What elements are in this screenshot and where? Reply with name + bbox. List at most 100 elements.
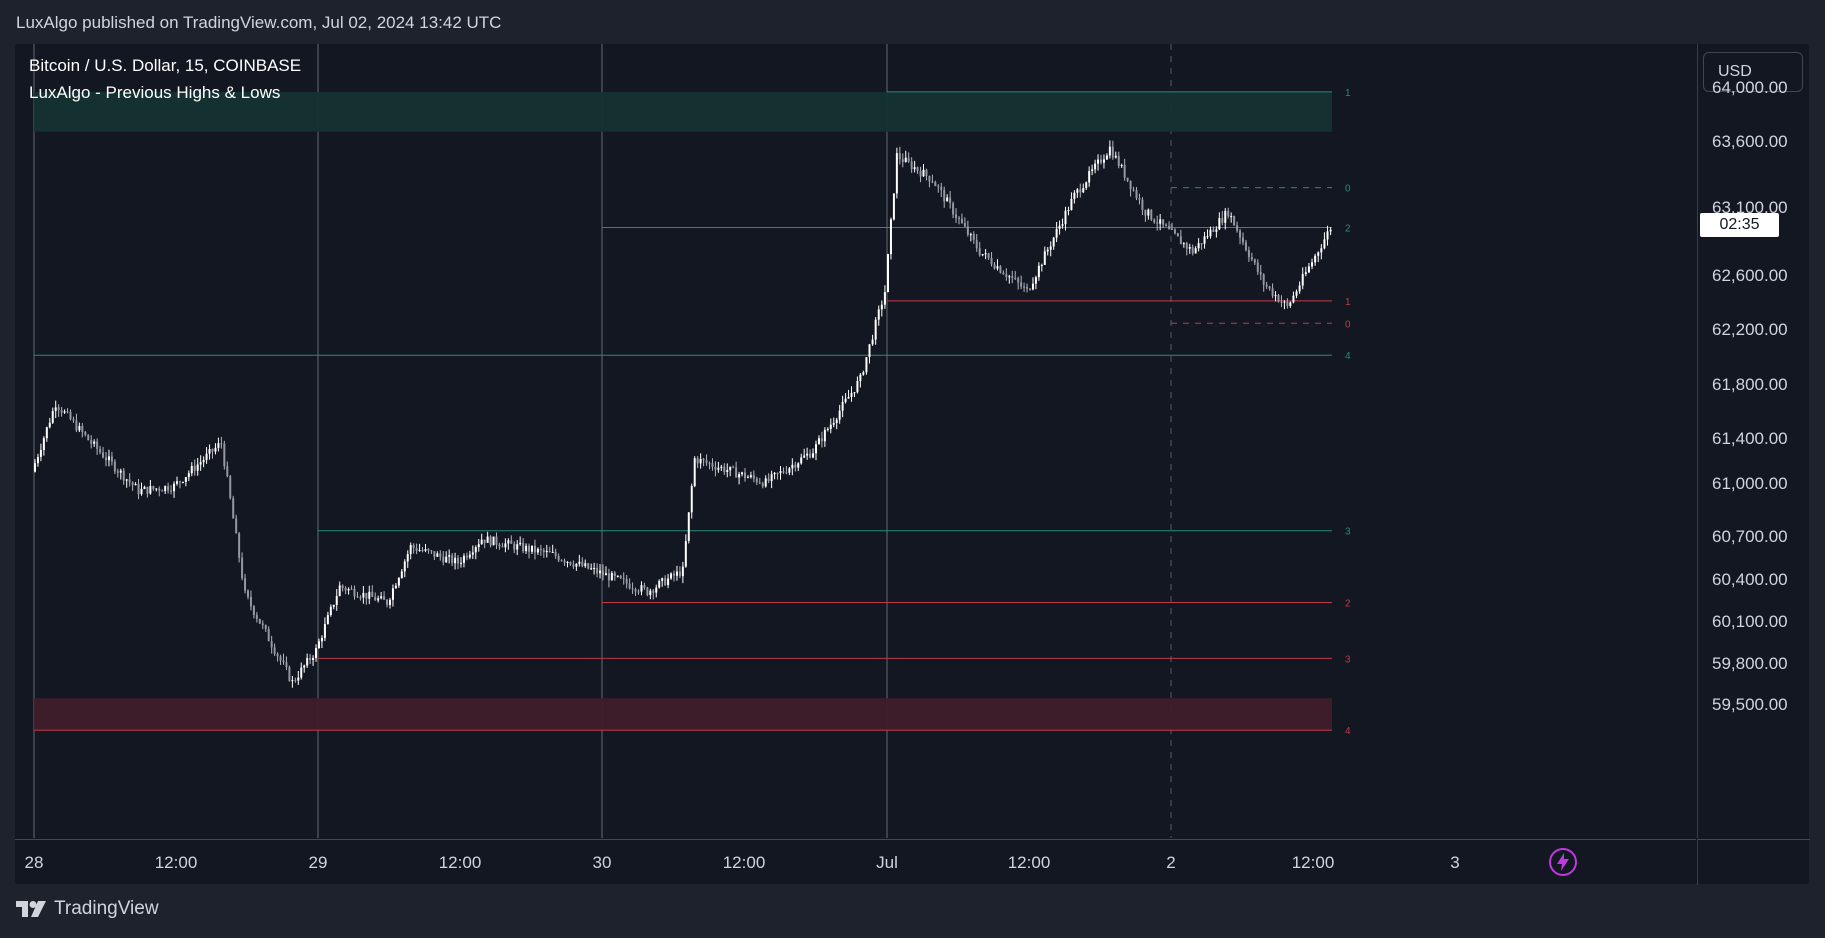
candle-body [738,474,741,478]
candle-body [1298,285,1301,292]
candle-body [229,476,232,499]
candle-body [1082,188,1085,193]
legend-indicator[interactable]: LuxAlgo - Previous Highs & Lows [29,83,281,102]
candle-body [649,590,652,595]
candle-body [39,449,42,457]
candle-body [817,438,820,445]
time-axis-label: 30 [592,853,612,872]
price-axis-label: 61,800.00 [1712,375,1788,394]
candle-body [300,667,303,678]
candle-body [1233,216,1236,226]
candle-body [315,648,318,658]
legend-symbol[interactable]: Bitcoin / U.S. Dollar, 15, COINBASE [29,56,302,75]
candle-body [279,656,282,661]
candle-body [1317,252,1320,256]
candle-body [105,457,107,461]
candle-body [560,560,563,562]
candle-body [489,536,492,546]
candle-body [51,411,54,423]
candle-body [1091,169,1094,172]
price-axis-label: 60,400.00 [1712,570,1788,589]
candle-body [238,533,241,558]
candle-body [480,539,483,545]
candle-body [883,292,886,305]
candle-body [421,550,424,552]
price-chart-svg[interactable]: 1 0 2 4 3 1 0 2 3 4 [15,44,1696,838]
candle-body [640,585,643,592]
candle-body [75,420,78,431]
candle-body [1326,231,1329,240]
candle-body [350,588,353,590]
candle-body [394,585,397,589]
candle-body [865,357,868,373]
lightning-icon[interactable] [1547,846,1579,878]
candle-body [797,463,800,468]
candle-body [60,410,63,413]
tradingview-logo[interactable]: TradingView [16,898,159,920]
candle-body [161,490,164,492]
candle-body [625,578,628,584]
candle-body [368,591,371,599]
candle-body [901,159,904,163]
candle-body [1224,210,1227,223]
candle-body [937,186,940,188]
candle-body [247,590,249,597]
candle-body [525,545,528,552]
candle-body [969,234,972,236]
candle-body [173,483,176,492]
candle-body [107,456,110,461]
candle-body [898,153,901,160]
price-axis[interactable] [1697,44,1810,838]
time-axis-label: 29 [308,853,328,872]
candle-body [655,587,658,593]
candle-body [916,167,919,171]
candle-body [975,239,978,249]
candle-body [1049,246,1052,250]
candle-body [690,486,693,513]
candle-body [767,478,770,482]
candle-body [273,647,276,654]
candle-body [1108,146,1111,156]
candle-body [1176,233,1179,237]
candle-body [1058,225,1061,229]
candle-body [519,542,522,545]
candle-body [922,169,925,177]
chart-container[interactable]: 1 0 2 4 3 1 0 2 3 4 Bitcoin / U.S. Dollar, 15, CO… [15,44,1810,885]
candle-body [406,554,409,562]
candle-body [782,471,785,473]
candle-body [347,588,350,591]
candle-body [755,478,758,483]
candle-body [90,440,93,444]
time-axis[interactable]: 28 12:00 29 12:00 30 12:00 Jul 12:00 2 12:00 3 [15,839,1696,885]
price-axis-label: 59,500.00 [1712,695,1788,714]
candle-body [294,680,297,682]
time-axis-label: 28 [24,853,44,872]
candle-body [1117,155,1120,167]
candle-body [391,588,394,600]
candle-body [462,555,465,563]
candle-body [684,540,687,567]
candle-body [1150,209,1153,220]
bar-countdown-badge: 02:35 [1700,213,1779,237]
chart-plot-area[interactable]: 1 0 2 4 3 1 0 2 3 4 [15,44,1696,838]
candle-body [285,662,288,668]
candle-body [1242,237,1244,243]
candle-body [1144,209,1147,216]
candle-body [1188,247,1191,249]
candle-body [907,157,910,162]
candle-body [551,551,554,553]
candle-body [510,540,513,544]
candle-body [960,218,963,223]
candle-body [442,556,445,563]
candle-body [946,197,949,202]
candle-body [1147,209,1150,216]
candle-body [137,484,140,495]
discount-zone [34,698,1332,731]
candle-body [241,557,244,579]
candle-body [533,545,536,553]
previous-high-label: 4 [1345,351,1351,362]
currency-button[interactable]: USD [1703,52,1803,92]
candle-body [383,596,386,600]
candle-body [1079,189,1082,193]
candle-body [711,463,714,467]
